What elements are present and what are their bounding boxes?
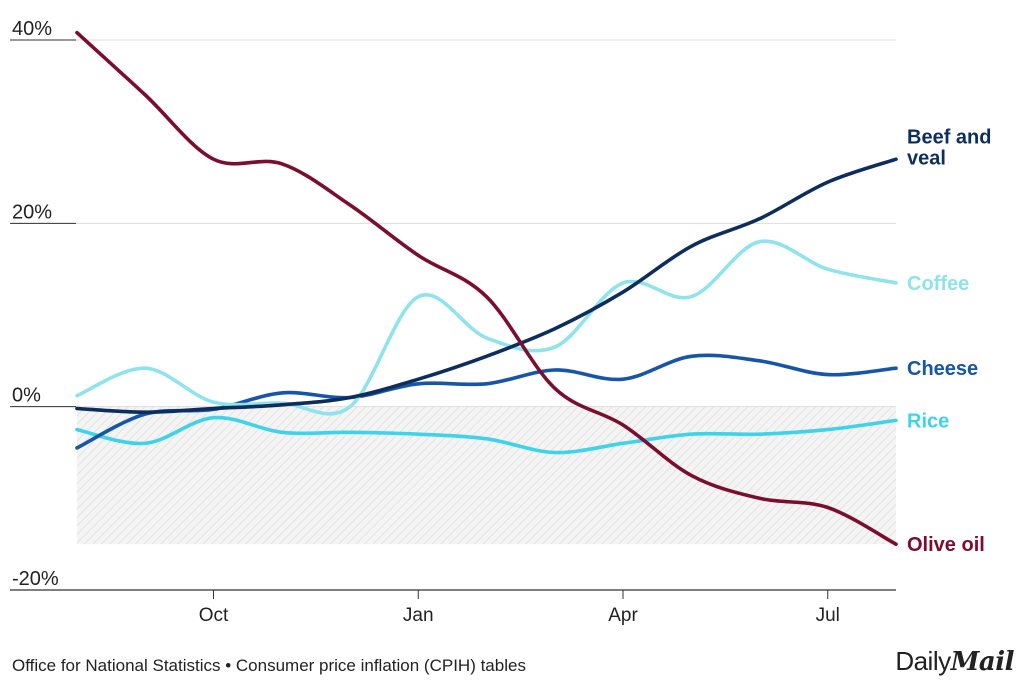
data-point-coffee: [416, 295, 420, 299]
data-point-olive-oil: [689, 473, 693, 477]
x-tick-label: Apr: [608, 605, 638, 626]
data-point-rice: [894, 418, 898, 422]
series-label-olive-oil: Olive oil: [907, 534, 985, 556]
data-point-rice: [416, 432, 420, 436]
data-point-beef-and-veal: [485, 354, 489, 358]
data-point-beef-and-veal: [758, 217, 762, 221]
negative-region-shading: [77, 406, 896, 545]
data-point-rice: [485, 437, 489, 441]
data-point-beef-and-veal: [416, 377, 420, 381]
data-point-rice: [143, 441, 147, 445]
data-point-coffee: [348, 405, 352, 409]
data-point-coffee: [758, 240, 762, 244]
data-point-coffee: [485, 336, 489, 340]
y-tick-label: 20%: [12, 201, 52, 223]
data-point-olive-oil: [416, 253, 420, 257]
data-point-beef-and-veal: [75, 407, 79, 411]
data-point-cheese: [689, 354, 693, 358]
data-point-cheese: [280, 391, 284, 395]
data-point-rice: [621, 441, 625, 445]
data-point-rice: [212, 416, 216, 420]
data-point-cheese: [485, 382, 489, 386]
data-point-cheese: [416, 382, 420, 386]
data-point-beef-and-veal: [348, 396, 352, 400]
data-point-coffee: [826, 267, 830, 271]
data-point-cheese: [621, 377, 625, 381]
series-line-coffee: [75, 239, 898, 416]
data-point-olive-oil: [280, 162, 284, 166]
data-point-olive-oil: [621, 423, 625, 427]
x-tick-label: Jan: [403, 605, 434, 626]
data-point-coffee: [621, 281, 625, 285]
data-point-olive-oil: [553, 386, 557, 390]
y-tick-label: -20%: [12, 568, 59, 590]
data-point-coffee: [143, 366, 147, 370]
data-point-beef-and-veal: [553, 327, 557, 331]
data-point-coffee: [894, 281, 898, 285]
data-point-rice: [348, 430, 352, 434]
data-point-beef-and-veal: [894, 157, 898, 161]
data-point-beef-and-veal: [280, 403, 284, 407]
data-point-rice: [689, 432, 693, 436]
series-line-rice: [75, 415, 898, 455]
data-point-beef-and-veal: [621, 290, 625, 294]
data-point-beef-and-veal: [826, 180, 830, 184]
source-note: Office for National Statistics • Consume…: [12, 656, 526, 675]
data-point-olive-oil: [758, 496, 762, 500]
data-point-olive-oil: [485, 295, 489, 299]
series-label-cheese: Cheese: [907, 358, 978, 380]
data-point-coffee: [689, 295, 693, 299]
data-point-coffee: [553, 345, 557, 349]
data-point-rice: [553, 451, 557, 455]
data-point-cheese: [553, 368, 557, 372]
data-point-rice: [758, 432, 762, 436]
data-point-cheese: [75, 446, 79, 450]
y-tick-label: 0%: [12, 385, 41, 407]
x-tick-label: Oct: [199, 605, 229, 626]
data-point-rice: [280, 430, 284, 434]
data-point-coffee: [75, 394, 79, 398]
data-point-olive-oil: [212, 157, 216, 161]
data-point-cheese: [826, 373, 830, 377]
series-label-rice: Rice: [907, 410, 949, 432]
series-line-olive-oil: [75, 30, 898, 546]
data-point-cheese: [894, 366, 898, 370]
data-point-olive-oil: [826, 506, 830, 510]
data-point-coffee: [212, 400, 216, 404]
data-point-olive-oil: [348, 203, 352, 207]
line-chart: 40% 20% 0% -20% Oct Jan Apr Jul Olive oil Beef a…: [10, 18, 991, 626]
data-point-rice: [826, 428, 830, 432]
y-tick-label: 40%: [12, 18, 52, 40]
x-tick-label: Jul: [816, 605, 840, 626]
series-label-beef-and-veal: Beef and veal: [907, 127, 991, 170]
data-point-beef-and-veal: [143, 410, 147, 414]
data-point-cheese: [758, 359, 762, 363]
data-point-olive-oil: [75, 31, 79, 35]
data-point-beef-and-veal: [212, 407, 216, 411]
data-point-olive-oil: [143, 93, 147, 97]
data-point-olive-oil: [894, 542, 898, 546]
data-point-rice: [75, 428, 79, 432]
daily-mail-logo: DailyMail: [895, 646, 1014, 677]
series-line-beef-and-veal: [75, 157, 898, 414]
series-label-coffee: Coffee: [907, 273, 969, 295]
data-point-beef-and-veal: [689, 244, 693, 248]
